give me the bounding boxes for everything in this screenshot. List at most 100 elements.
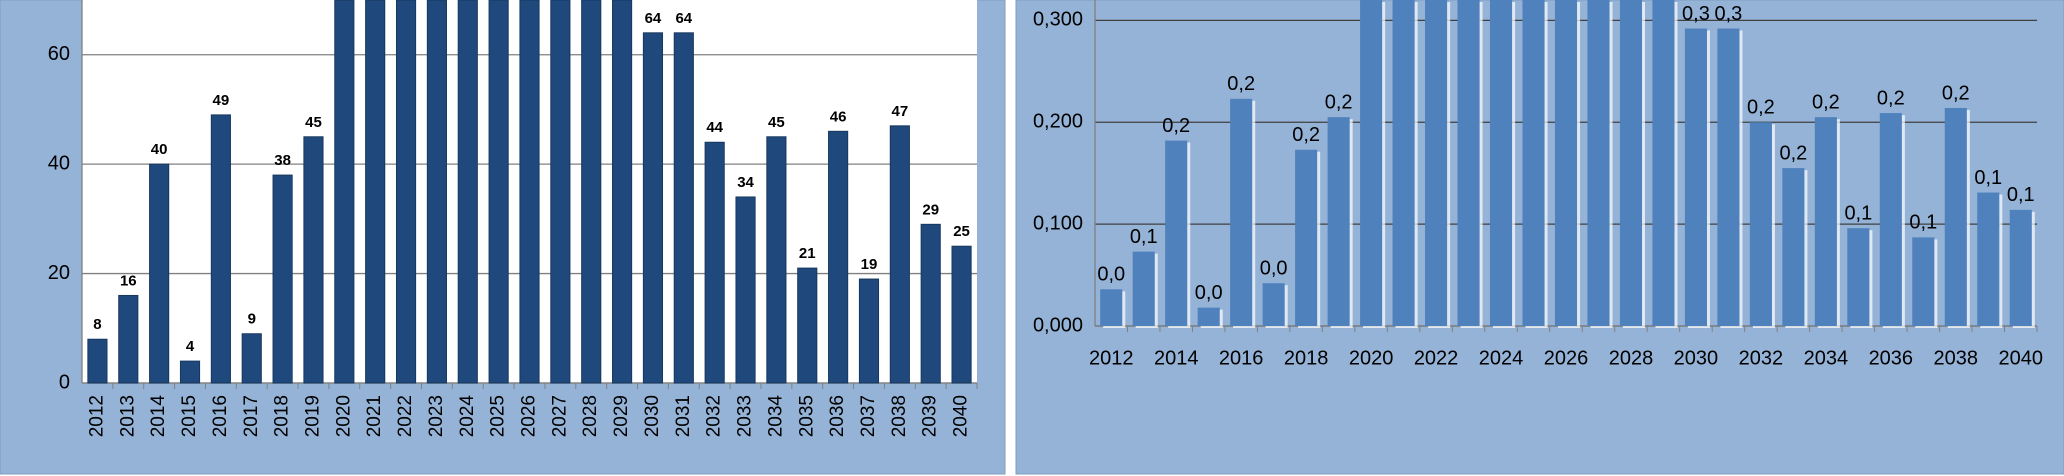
value-label: 8	[93, 316, 101, 333]
value-label: 0,2	[1812, 91, 1840, 113]
x-tick-label: 2026	[1544, 347, 1589, 369]
bar	[766, 136, 787, 384]
x-tick-label: 2016	[1219, 347, 1264, 369]
x-tick-label: 2014	[1154, 347, 1199, 369]
value-label: 0,2	[1162, 115, 1190, 137]
x-tick-label: 2013	[117, 395, 138, 437]
x-tick-label: 2020	[333, 395, 354, 437]
x-tick-label: 2020	[1349, 347, 1394, 369]
bar	[334, 0, 355, 384]
x-tick-label: 2025	[488, 395, 509, 437]
x-tick-label: 2018	[272, 395, 293, 437]
bar	[1912, 237, 1935, 326]
bar	[1262, 283, 1285, 326]
bar	[1944, 107, 1967, 326]
bar	[1165, 140, 1188, 326]
x-tick-label: 2023	[426, 395, 447, 437]
value-label: 0,0	[1260, 257, 1288, 279]
y-tick-label: 20	[48, 262, 70, 284]
value-label: 21	[799, 245, 816, 262]
value-label: 0,2	[1227, 73, 1255, 95]
x-tick-label: 2040	[951, 395, 972, 437]
x-tick-label: 2017	[241, 395, 262, 437]
bar	[1619, 0, 1643, 326]
value-label: 47	[892, 103, 909, 120]
bar	[1977, 192, 2000, 326]
value-label: 0,3	[1715, 3, 1743, 25]
bar	[118, 294, 139, 384]
x-tick-label: 2031	[673, 395, 694, 437]
y-tick-label: 60	[48, 43, 70, 65]
x-tick-label: 2028	[1609, 347, 1654, 369]
x-tick-label: 2029	[611, 395, 632, 437]
y-tick-label: 0,200	[1033, 111, 1083, 133]
value-label: 29	[922, 201, 939, 218]
x-tick-label: 2026	[519, 395, 540, 437]
bar	[1230, 98, 1253, 326]
bar	[149, 163, 170, 384]
bar	[519, 0, 540, 384]
bar	[1360, 0, 1383, 326]
bar	[673, 32, 694, 384]
x-tick-label: 2014	[148, 395, 169, 438]
x-tick-label: 2033	[735, 395, 756, 437]
x-tick-label: 2038	[1934, 347, 1979, 369]
value-label: 9	[248, 311, 256, 328]
value-label: 38	[274, 152, 291, 169]
value-label: 64	[645, 10, 662, 27]
bar	[1132, 251, 1155, 326]
bar	[920, 223, 941, 384]
x-tick-label: 2028	[580, 395, 601, 437]
value-label: 0,3	[1682, 3, 1710, 25]
bar	[457, 0, 478, 384]
value-label: 40	[151, 141, 168, 158]
y-tick-label: 0,300	[1033, 9, 1083, 31]
value-label: 0,1	[1130, 226, 1158, 248]
bar	[550, 0, 571, 384]
x-tick-label: 2036	[827, 395, 848, 437]
bar	[1197, 307, 1220, 326]
x-tick-label: 2035	[796, 395, 817, 437]
x-tick-label: 2024	[457, 395, 478, 438]
bar	[272, 174, 293, 384]
value-label: 19	[861, 256, 878, 273]
bar	[828, 130, 849, 384]
bar	[642, 32, 664, 384]
x-tick-label: 2034	[1804, 347, 1849, 369]
y-tick-label: 40	[48, 152, 70, 174]
value-label: 0,2	[1877, 87, 1905, 109]
bar	[858, 278, 880, 384]
x-tick-label: 2022	[395, 395, 416, 437]
bar	[1587, 0, 1610, 326]
value-label: 4	[186, 338, 195, 355]
value-label: 0,2	[1779, 142, 1807, 164]
x-tick-label: 2019	[302, 395, 323, 437]
bar	[1295, 149, 1318, 326]
bar	[2009, 209, 2032, 326]
x-tick-label: 2039	[920, 395, 941, 437]
value-label: 16	[120, 272, 137, 289]
bar	[1100, 289, 1123, 326]
x-tick-label: 2015	[179, 395, 200, 437]
x-tick-label: 2018	[1284, 347, 1329, 369]
bar	[87, 338, 108, 384]
bar	[612, 0, 633, 384]
bar	[488, 0, 509, 384]
bar	[1327, 117, 1350, 326]
bar	[365, 0, 386, 384]
value-label: 0,1	[1974, 167, 2002, 189]
bar	[797, 267, 818, 384]
value-label: 0,1	[1844, 202, 1872, 224]
bar	[1554, 0, 1578, 326]
value-label: 25	[953, 223, 970, 240]
value-label: 0,2	[1747, 97, 1775, 119]
value-label: 34	[737, 174, 754, 191]
x-tick-label: 2038	[889, 395, 910, 437]
x-tick-label: 2030	[642, 395, 663, 437]
x-tick-label: 2032	[704, 395, 725, 437]
bar	[1392, 0, 1415, 326]
bar	[210, 114, 231, 384]
x-tick-label: 2024	[1479, 347, 1524, 369]
x-tick-label: 2012	[1089, 347, 1134, 369]
